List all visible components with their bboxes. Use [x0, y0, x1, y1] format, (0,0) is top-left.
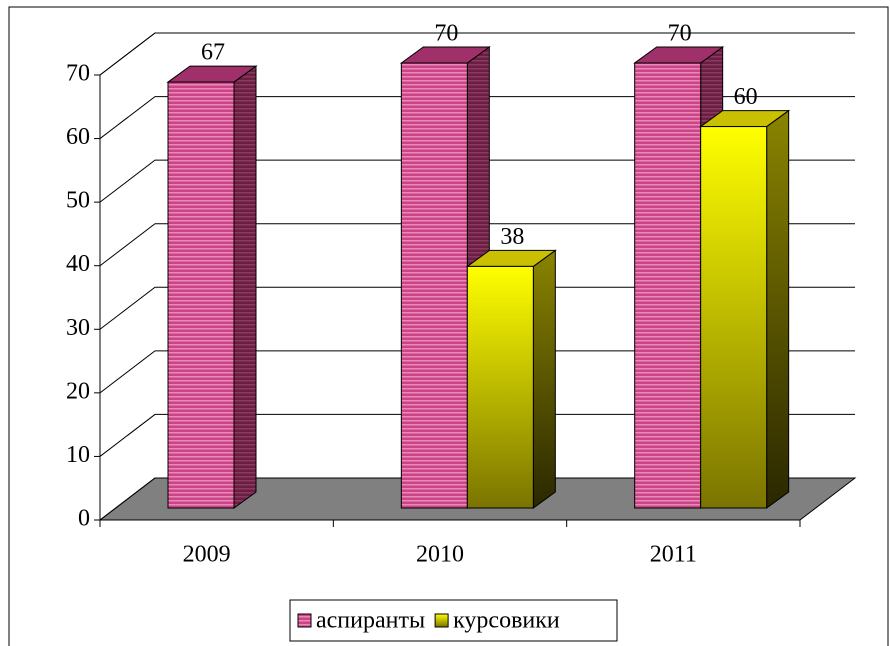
value-label: 60 — [734, 84, 758, 110]
legend-swatch — [297, 613, 312, 628]
grid-line — [99, 223, 855, 267]
grid-line — [99, 96, 855, 139]
grid-line — [99, 477, 855, 521]
y-tick-label: 20 — [66, 378, 90, 404]
bar — [699, 109, 791, 509]
y-tick-label: 40 — [66, 251, 90, 277]
bar-front — [700, 126, 768, 509]
legend: аспиранты курсовики — [289, 599, 618, 642]
y-tick-label: 50 — [66, 188, 90, 214]
grid-line — [99, 286, 855, 330]
value-label: 70 — [434, 21, 458, 47]
grid-line — [99, 350, 855, 394]
grid-line — [99, 32, 855, 76]
y-tick-label: 70 — [66, 61, 90, 87]
legend-label: аспиранты — [316, 608, 425, 634]
y-tick-label: 30 — [66, 315, 90, 341]
bar-side — [766, 109, 790, 509]
x-tick-label: 2011 — [650, 542, 697, 568]
grid-line — [99, 159, 855, 203]
legend-box — [289, 599, 618, 642]
legend-swatch — [434, 613, 449, 628]
y-tick-label: 0 — [78, 506, 90, 532]
y-tick-label: 10 — [66, 442, 90, 468]
grid-line — [99, 413, 855, 457]
bar — [465, 249, 557, 509]
bar — [166, 65, 258, 509]
frame — [8, 6, 889, 646]
bar-front — [400, 62, 468, 509]
bar-side — [532, 249, 556, 509]
value-label: 67 — [201, 40, 225, 66]
bar-front — [634, 62, 702, 509]
bar-side — [233, 65, 257, 509]
x-tick-label: 2009 — [183, 542, 231, 568]
x-tick-label: 2010 — [416, 542, 464, 568]
legend-label: курсовики — [453, 608, 560, 634]
value-label: 70 — [668, 21, 692, 47]
bar-front — [466, 265, 534, 509]
y-tick-label: 60 — [66, 124, 90, 150]
value-label: 38 — [500, 224, 524, 250]
bar-front — [167, 81, 235, 509]
